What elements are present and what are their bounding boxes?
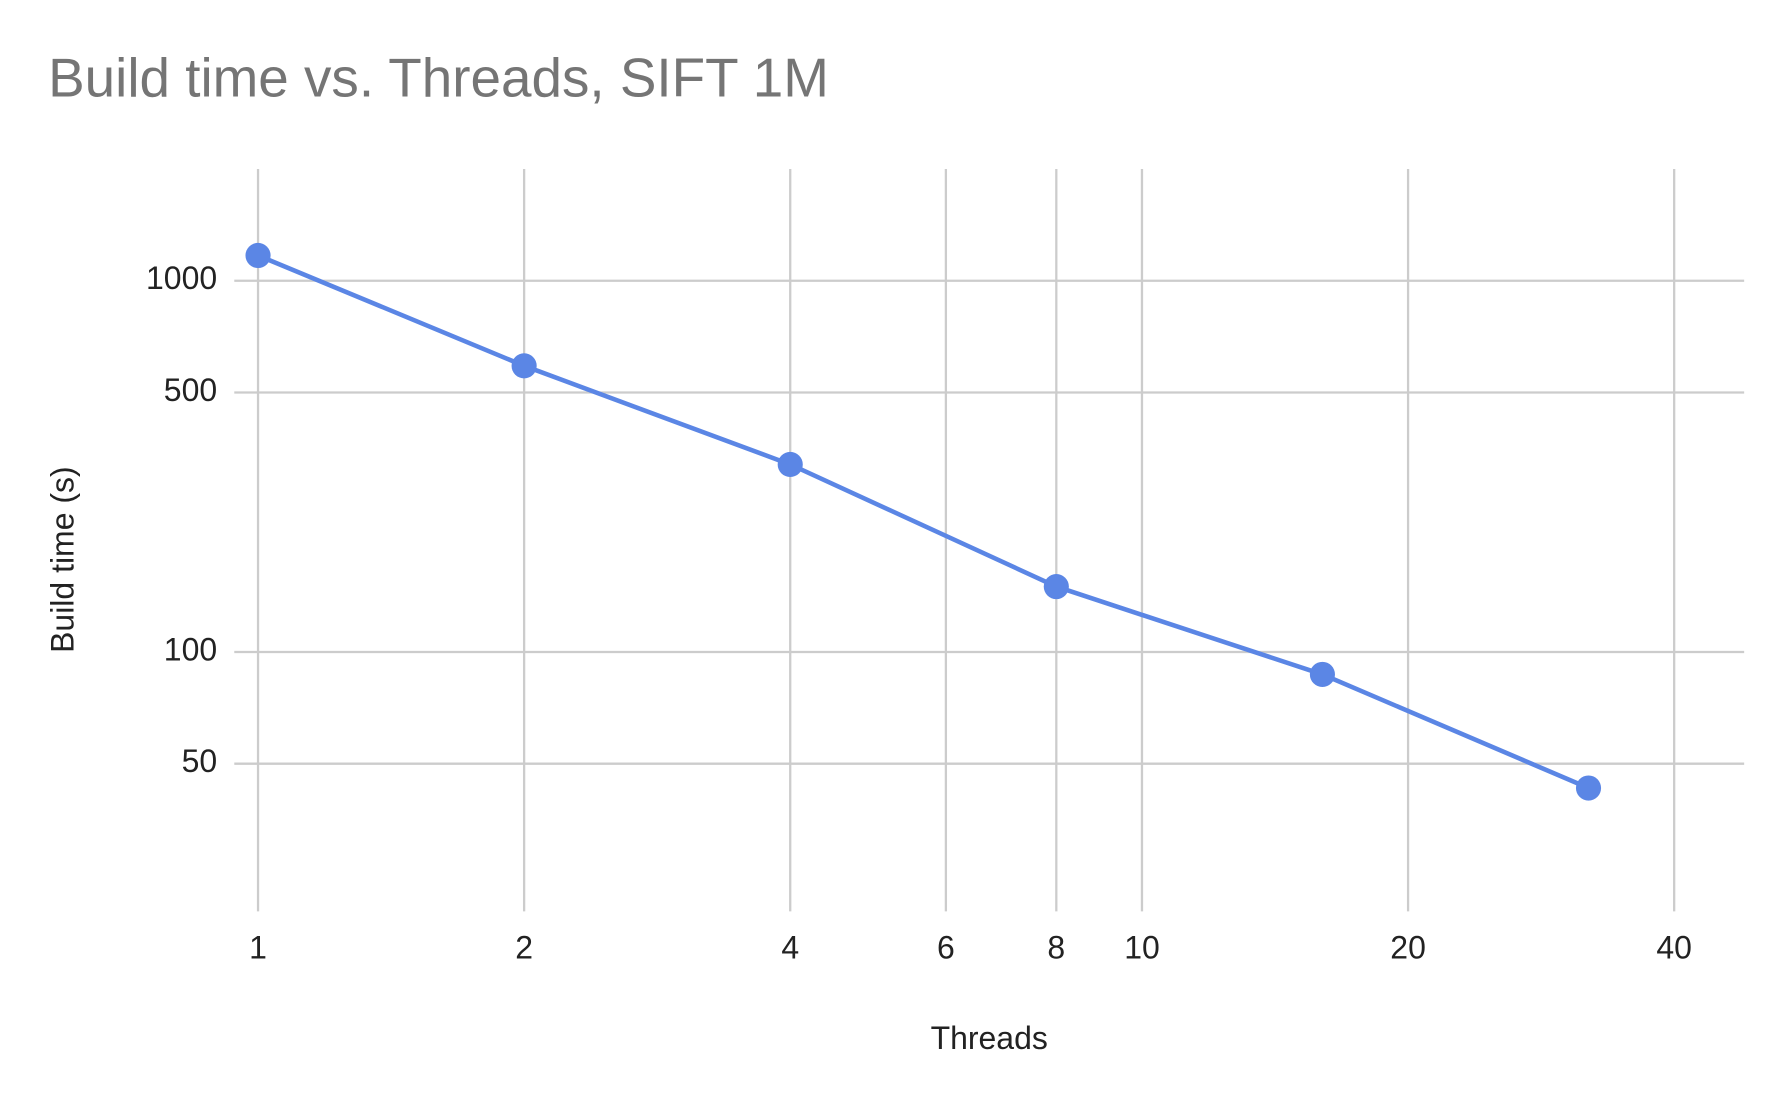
y-tick-label: 100 xyxy=(164,631,217,667)
point xyxy=(1309,661,1335,687)
y-tick-label: 1000 xyxy=(146,260,217,296)
y-tick-label: 500 xyxy=(164,372,217,408)
chart-title: Build time vs. Threads, SIFT 1M xyxy=(48,47,829,109)
x-tick-label: 10 xyxy=(1124,930,1160,966)
point xyxy=(1575,775,1602,801)
x-axis-title: Threads xyxy=(931,1020,1048,1056)
point xyxy=(245,242,271,269)
x-tick-label: 40 xyxy=(1656,930,1692,966)
x-tick-label: 2 xyxy=(515,930,533,966)
y-axis-title: Build time (s) xyxy=(45,466,81,653)
x-tick-label: 1 xyxy=(249,930,267,966)
point xyxy=(777,451,803,478)
x-tick-label: 8 xyxy=(1047,930,1065,966)
x-tick-label: 20 xyxy=(1390,930,1426,966)
y-tick-label: 50 xyxy=(182,743,218,779)
x-tick-label: 4 xyxy=(781,930,799,966)
x-tick-label: 6 xyxy=(937,930,955,966)
point xyxy=(1043,574,1069,600)
line xyxy=(257,253,1590,791)
point xyxy=(511,353,537,379)
